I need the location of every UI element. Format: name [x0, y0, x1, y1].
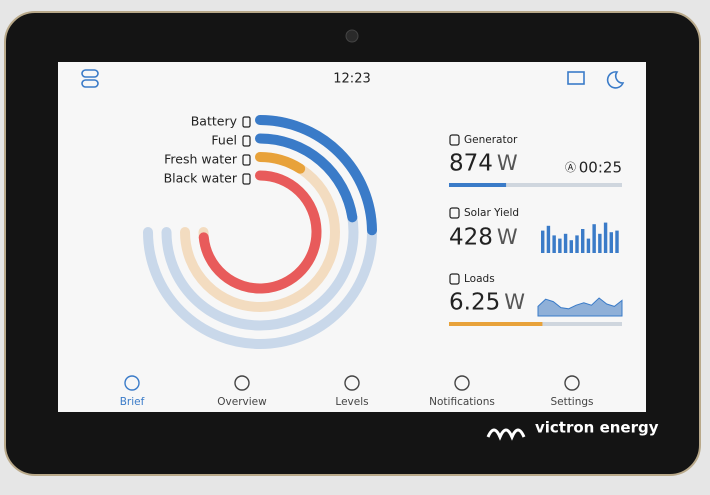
gauge-fill	[255, 152, 306, 174]
widget-icon	[449, 134, 460, 146]
tank-icon	[242, 116, 251, 128]
progress-track	[449, 183, 622, 187]
nav-icon[interactable]	[344, 375, 360, 391]
solar-bar	[609, 232, 613, 253]
widget-icon	[449, 207, 460, 219]
brand-name: victron energy	[535, 419, 659, 437]
widget-unit: W	[497, 225, 518, 249]
nav-label[interactable]: Notifications	[429, 396, 495, 408]
panel-icon[interactable]	[567, 71, 585, 85]
widget-value: 874	[449, 151, 493, 177]
solar-bar	[592, 224, 596, 253]
nav-label[interactable]: Brief	[120, 396, 145, 408]
camera	[345, 29, 359, 43]
tank-label: Black water	[164, 171, 238, 186]
nav-bar: Brief Overview Levels Notifications Settings	[120, 375, 594, 408]
tank-icon	[242, 173, 251, 185]
menu-icon[interactable]	[81, 69, 99, 78]
menu-icon	[81, 79, 99, 88]
tank-gauges: Battery Fuel Fresh water Black water	[143, 114, 377, 349]
nav-icon[interactable]	[234, 375, 250, 391]
solar-bar	[541, 230, 545, 253]
widget-unit: W	[497, 151, 518, 175]
solar-bar	[586, 238, 591, 253]
progress-fill	[449, 183, 507, 187]
solar-bar	[598, 233, 602, 253]
solar-bar	[615, 230, 619, 253]
gauge-fill	[255, 133, 358, 223]
widget-value: 6.25	[449, 290, 500, 316]
logo-mark	[486, 428, 526, 441]
widget-value: 428	[449, 225, 493, 251]
nav-label[interactable]: Settings	[550, 396, 593, 408]
nav-icon[interactable]	[124, 375, 140, 391]
solar-bar	[563, 233, 568, 253]
gauge-fill	[255, 115, 377, 236]
generator-runtime: 00:25	[579, 159, 622, 177]
widget-title: Solar Yield	[464, 207, 519, 219]
widget-unit: W	[504, 290, 525, 314]
nav-icon[interactable]	[454, 375, 470, 391]
solar-bar	[603, 222, 608, 253]
nav-icon[interactable]	[564, 375, 580, 391]
tank-label: Fuel	[211, 133, 237, 148]
nav-label[interactable]: Levels	[335, 396, 368, 408]
widget-title: Generator	[464, 134, 518, 146]
tank-label: Battery	[191, 114, 238, 129]
brand-logo: victron energy	[486, 419, 659, 441]
sleep-icon[interactable]	[606, 71, 625, 89]
auto-icon: Ⓐ	[565, 161, 576, 174]
solar-bar	[546, 225, 551, 253]
solar-bar	[558, 238, 562, 253]
progress-fill	[449, 322, 543, 326]
solar-bar	[552, 235, 556, 253]
status-bar: 12:23	[81, 69, 625, 89]
nav-label[interactable]: Overview	[217, 396, 267, 408]
clock: 12:23	[333, 72, 370, 87]
solar-bar	[569, 240, 573, 253]
loads-area	[537, 297, 623, 317]
widget-icon	[449, 273, 460, 285]
tank-icon	[242, 135, 251, 147]
widget-title: Loads	[464, 273, 495, 285]
tank-label: Fresh water	[164, 152, 238, 167]
tank-icon	[242, 154, 251, 166]
gauge-fill	[198, 170, 322, 294]
gauge-track	[180, 152, 340, 312]
solar-bar	[581, 229, 585, 253]
solar-bar	[575, 235, 579, 253]
